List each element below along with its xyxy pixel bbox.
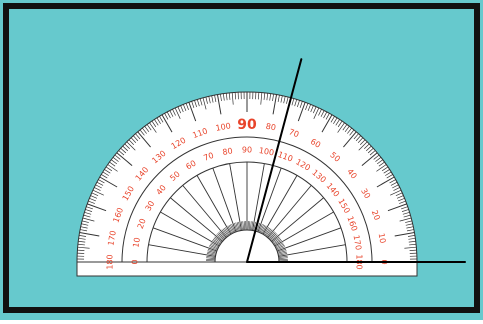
outer-scale-label: 80 <box>265 122 277 133</box>
inner-scale-label: 90 <box>242 146 252 155</box>
inner-scale-label: 0 <box>131 259 140 264</box>
inner-scale-label: 80 <box>222 146 234 157</box>
outer-scale-label: 180 <box>106 254 115 269</box>
inner-scale-label: 10 <box>131 237 142 249</box>
outer-scale-label: 90 <box>237 117 257 133</box>
protractor: 0102030405060708090100110120130140150160… <box>77 92 417 276</box>
protractor-base-strip <box>77 262 417 276</box>
outer-scale-label: 10 <box>377 232 388 244</box>
